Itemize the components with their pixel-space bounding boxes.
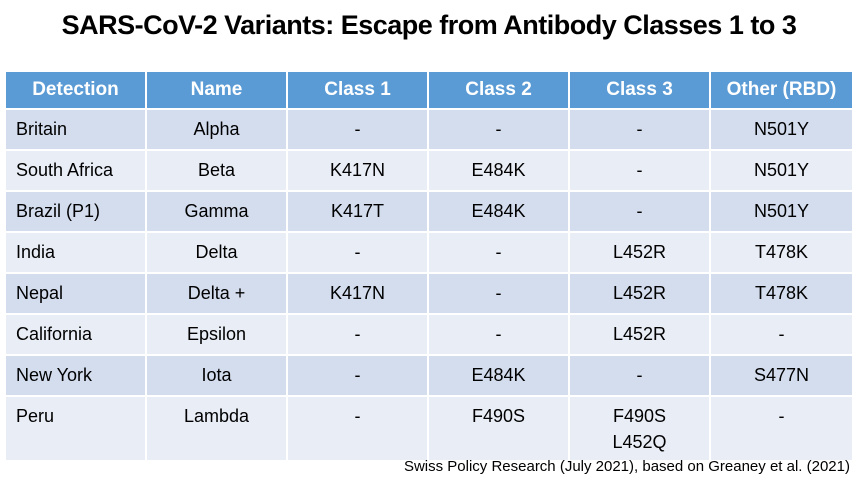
cell-detection: Nepal (6, 274, 147, 315)
cell-class3: - (570, 356, 711, 397)
cell-name: Delta + (147, 274, 288, 315)
column-header-class1: Class 1 (288, 72, 429, 110)
cell-detection: Britain (6, 110, 147, 151)
cell-class3: - (570, 192, 711, 233)
column-header-class2: Class 2 (429, 72, 570, 110)
variants-table: Detection Name Class 1 Class 2 Class 3 O… (6, 72, 852, 462)
table-row: New York Iota - E484K - S477N (6, 356, 852, 397)
cell-class2: E484K (429, 356, 570, 397)
cell-class1: - (288, 397, 429, 462)
column-header-class3: Class 3 (570, 72, 711, 110)
cell-detection: Peru (6, 397, 147, 462)
table-row: Nepal Delta + K417N - L452R T478K (6, 274, 852, 315)
page-title: SARS-CoV-2 Variants: Escape from Antibod… (61, 10, 797, 40)
cell-class1: K417N (288, 274, 429, 315)
cell-name: Beta (147, 151, 288, 192)
table-row: Britain Alpha - - - N501Y (6, 110, 852, 151)
table-row: California Epsilon - - L452R - (6, 315, 852, 356)
table-row: India Delta - - L452R T478K (6, 233, 852, 274)
cell-name: Gamma (147, 192, 288, 233)
cell-name: Delta (147, 233, 288, 274)
table-row: Brazil (P1) Gamma K417T E484K - N501Y (6, 192, 852, 233)
cell-class2: E484K (429, 151, 570, 192)
cell-class2: - (429, 233, 570, 274)
cell-other-rbd: - (711, 397, 852, 462)
cell-class3: - (570, 110, 711, 151)
cell-class2: E484K (429, 192, 570, 233)
cell-detection: India (6, 233, 147, 274)
cell-detection: New York (6, 356, 147, 397)
cell-class2: - (429, 274, 570, 315)
cell-class3: L452R (570, 315, 711, 356)
cell-name: Iota (147, 356, 288, 397)
cell-detection: Brazil (P1) (6, 192, 147, 233)
cell-class1: - (288, 110, 429, 151)
cell-class1: - (288, 356, 429, 397)
cell-other-rbd: N501Y (711, 192, 852, 233)
source-citation: Swiss Policy Research (July 2021), based… (403, 458, 850, 475)
cell-other-rbd: T478K (711, 233, 852, 274)
cell-other-rbd: T478K (711, 274, 852, 315)
column-header-other-rbd: Other (RBD) (711, 72, 852, 110)
cell-name: Alpha (147, 110, 288, 151)
cell-name: Epsilon (147, 315, 288, 356)
cell-class3: L452R (570, 233, 711, 274)
table-body: Britain Alpha - - - N501Y South Africa B… (6, 110, 852, 462)
column-header-detection: Detection (6, 72, 147, 110)
cell-class1: K417T (288, 192, 429, 233)
cell-other-rbd: - (711, 315, 852, 356)
cell-class2: - (429, 315, 570, 356)
column-header-name: Name (147, 72, 288, 110)
cell-class3: F490S L452Q (570, 397, 711, 462)
table-row: Peru Lambda - F490S F490S L452Q - (6, 397, 852, 462)
cell-class2: - (429, 110, 570, 151)
cell-detection: California (6, 315, 147, 356)
cell-class3: L452R (570, 274, 711, 315)
cell-class1: K417N (288, 151, 429, 192)
cell-detection: South Africa (6, 151, 147, 192)
table-row: South Africa Beta K417N E484K - N501Y (6, 151, 852, 192)
cell-class2: F490S (429, 397, 570, 462)
cell-other-rbd: N501Y (711, 151, 852, 192)
cell-class1: - (288, 233, 429, 274)
cell-class1: - (288, 315, 429, 356)
cell-name: Lambda (147, 397, 288, 462)
cell-other-rbd: S477N (711, 356, 852, 397)
cell-class3: - (570, 151, 711, 192)
cell-other-rbd: N501Y (711, 110, 852, 151)
table-header-row: Detection Name Class 1 Class 2 Class 3 O… (6, 72, 852, 110)
